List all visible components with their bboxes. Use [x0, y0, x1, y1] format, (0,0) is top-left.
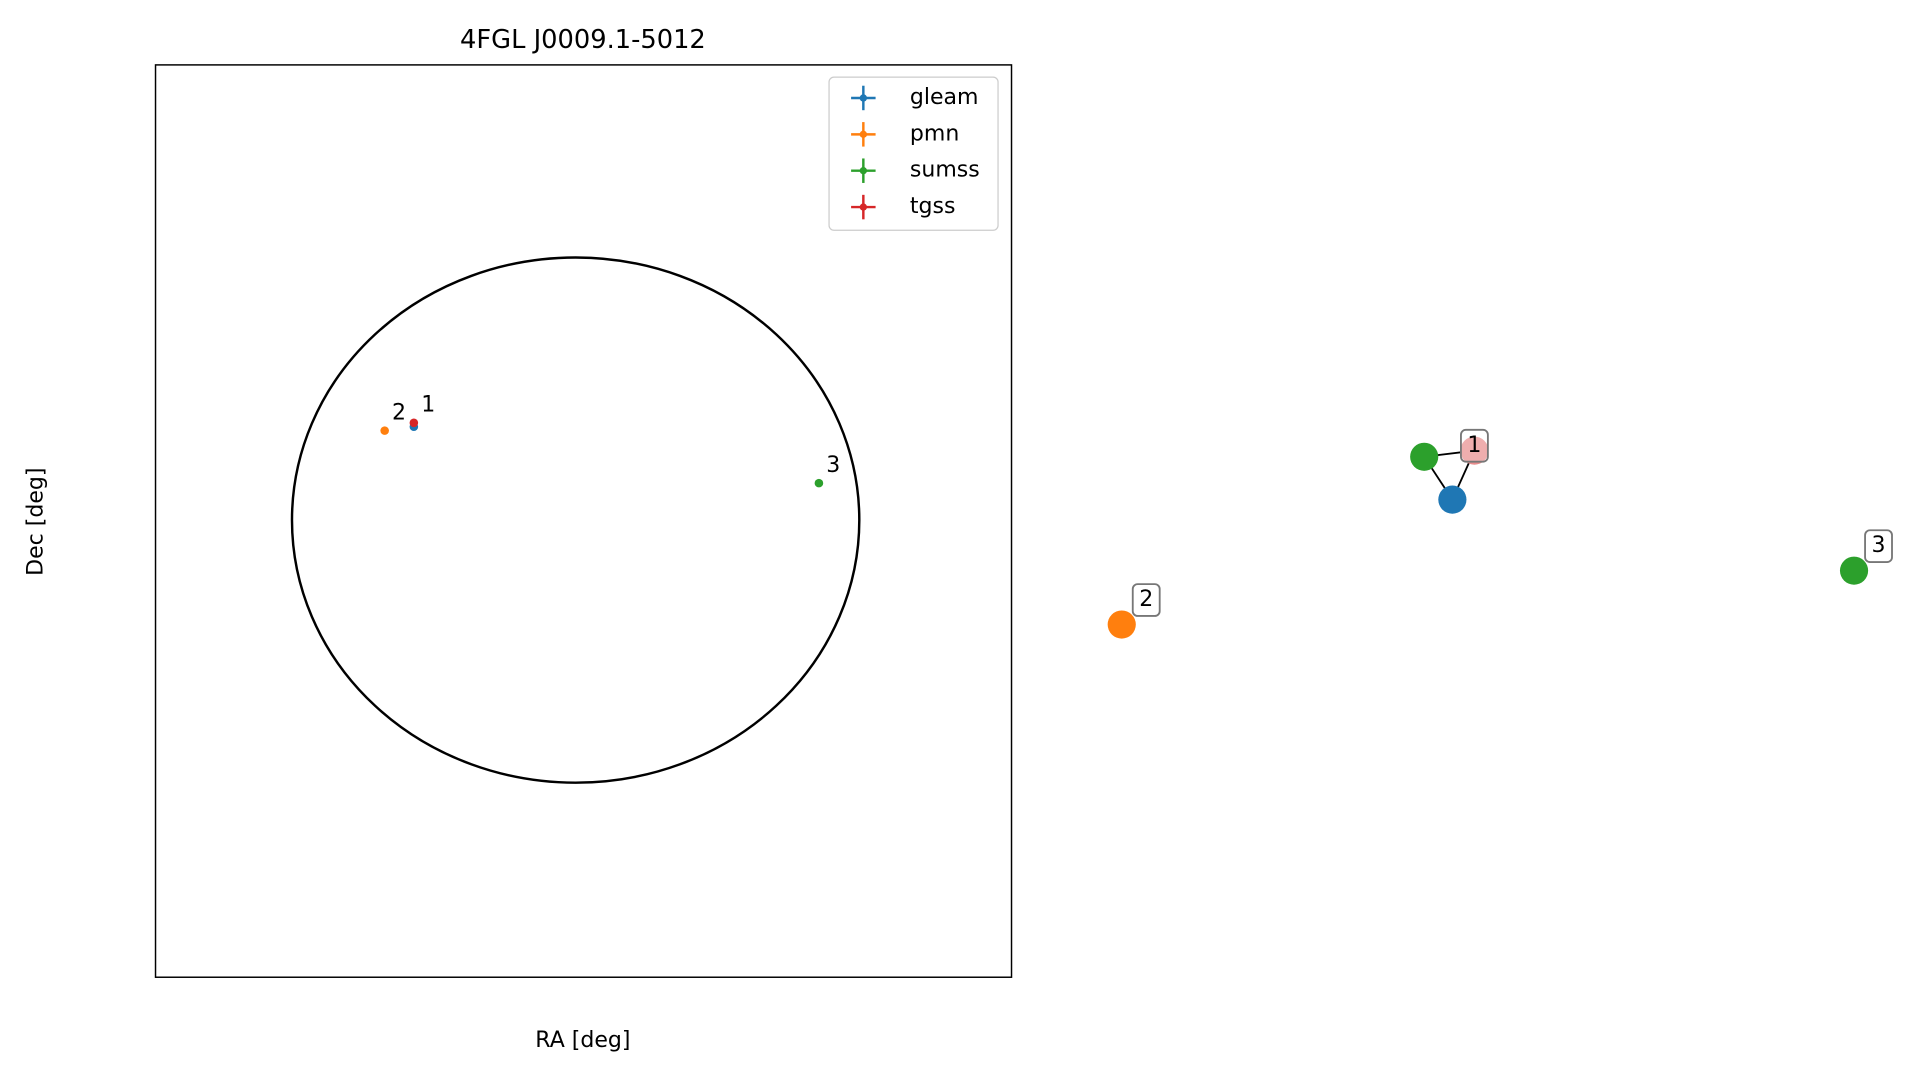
legend-marker — [859, 203, 868, 211]
node-label: 3 — [1872, 533, 1886, 558]
data-point — [814, 478, 824, 488]
node-label-box — [1864, 529, 1893, 564]
legend-label: pmn — [910, 121, 959, 146]
legend-marker — [859, 167, 868, 175]
legend-label: tgss — [910, 194, 956, 219]
node-label-box — [1460, 428, 1489, 463]
legend-marker — [859, 94, 868, 102]
data-point — [380, 426, 389, 435]
graph-node — [1107, 610, 1136, 639]
graph-node — [1410, 442, 1439, 471]
graph-node — [1438, 485, 1467, 514]
axes-frame — [154, 64, 1013, 978]
y-axis-label: Dec [deg] — [24, 467, 49, 575]
legend-label: gleam — [910, 85, 979, 110]
point-label: 3 — [826, 453, 840, 478]
error-ellipse — [290, 256, 861, 784]
point-label: 2 — [392, 400, 406, 425]
node-label: 2 — [1139, 587, 1153, 612]
x-axis-label: RA [deg] — [535, 1028, 630, 1053]
chart-title: 4FGL J0009.1-5012 — [460, 25, 706, 55]
node-label-box — [1131, 583, 1161, 617]
legend-label: sumss — [910, 158, 980, 183]
point-label: 1 — [421, 393, 435, 418]
graph-node — [1460, 436, 1489, 465]
legend-marker — [859, 130, 868, 139]
node-label: 1 — [1467, 433, 1481, 458]
data-point — [409, 418, 419, 428]
graph-node — [1839, 556, 1869, 585]
legend-box — [828, 76, 999, 231]
